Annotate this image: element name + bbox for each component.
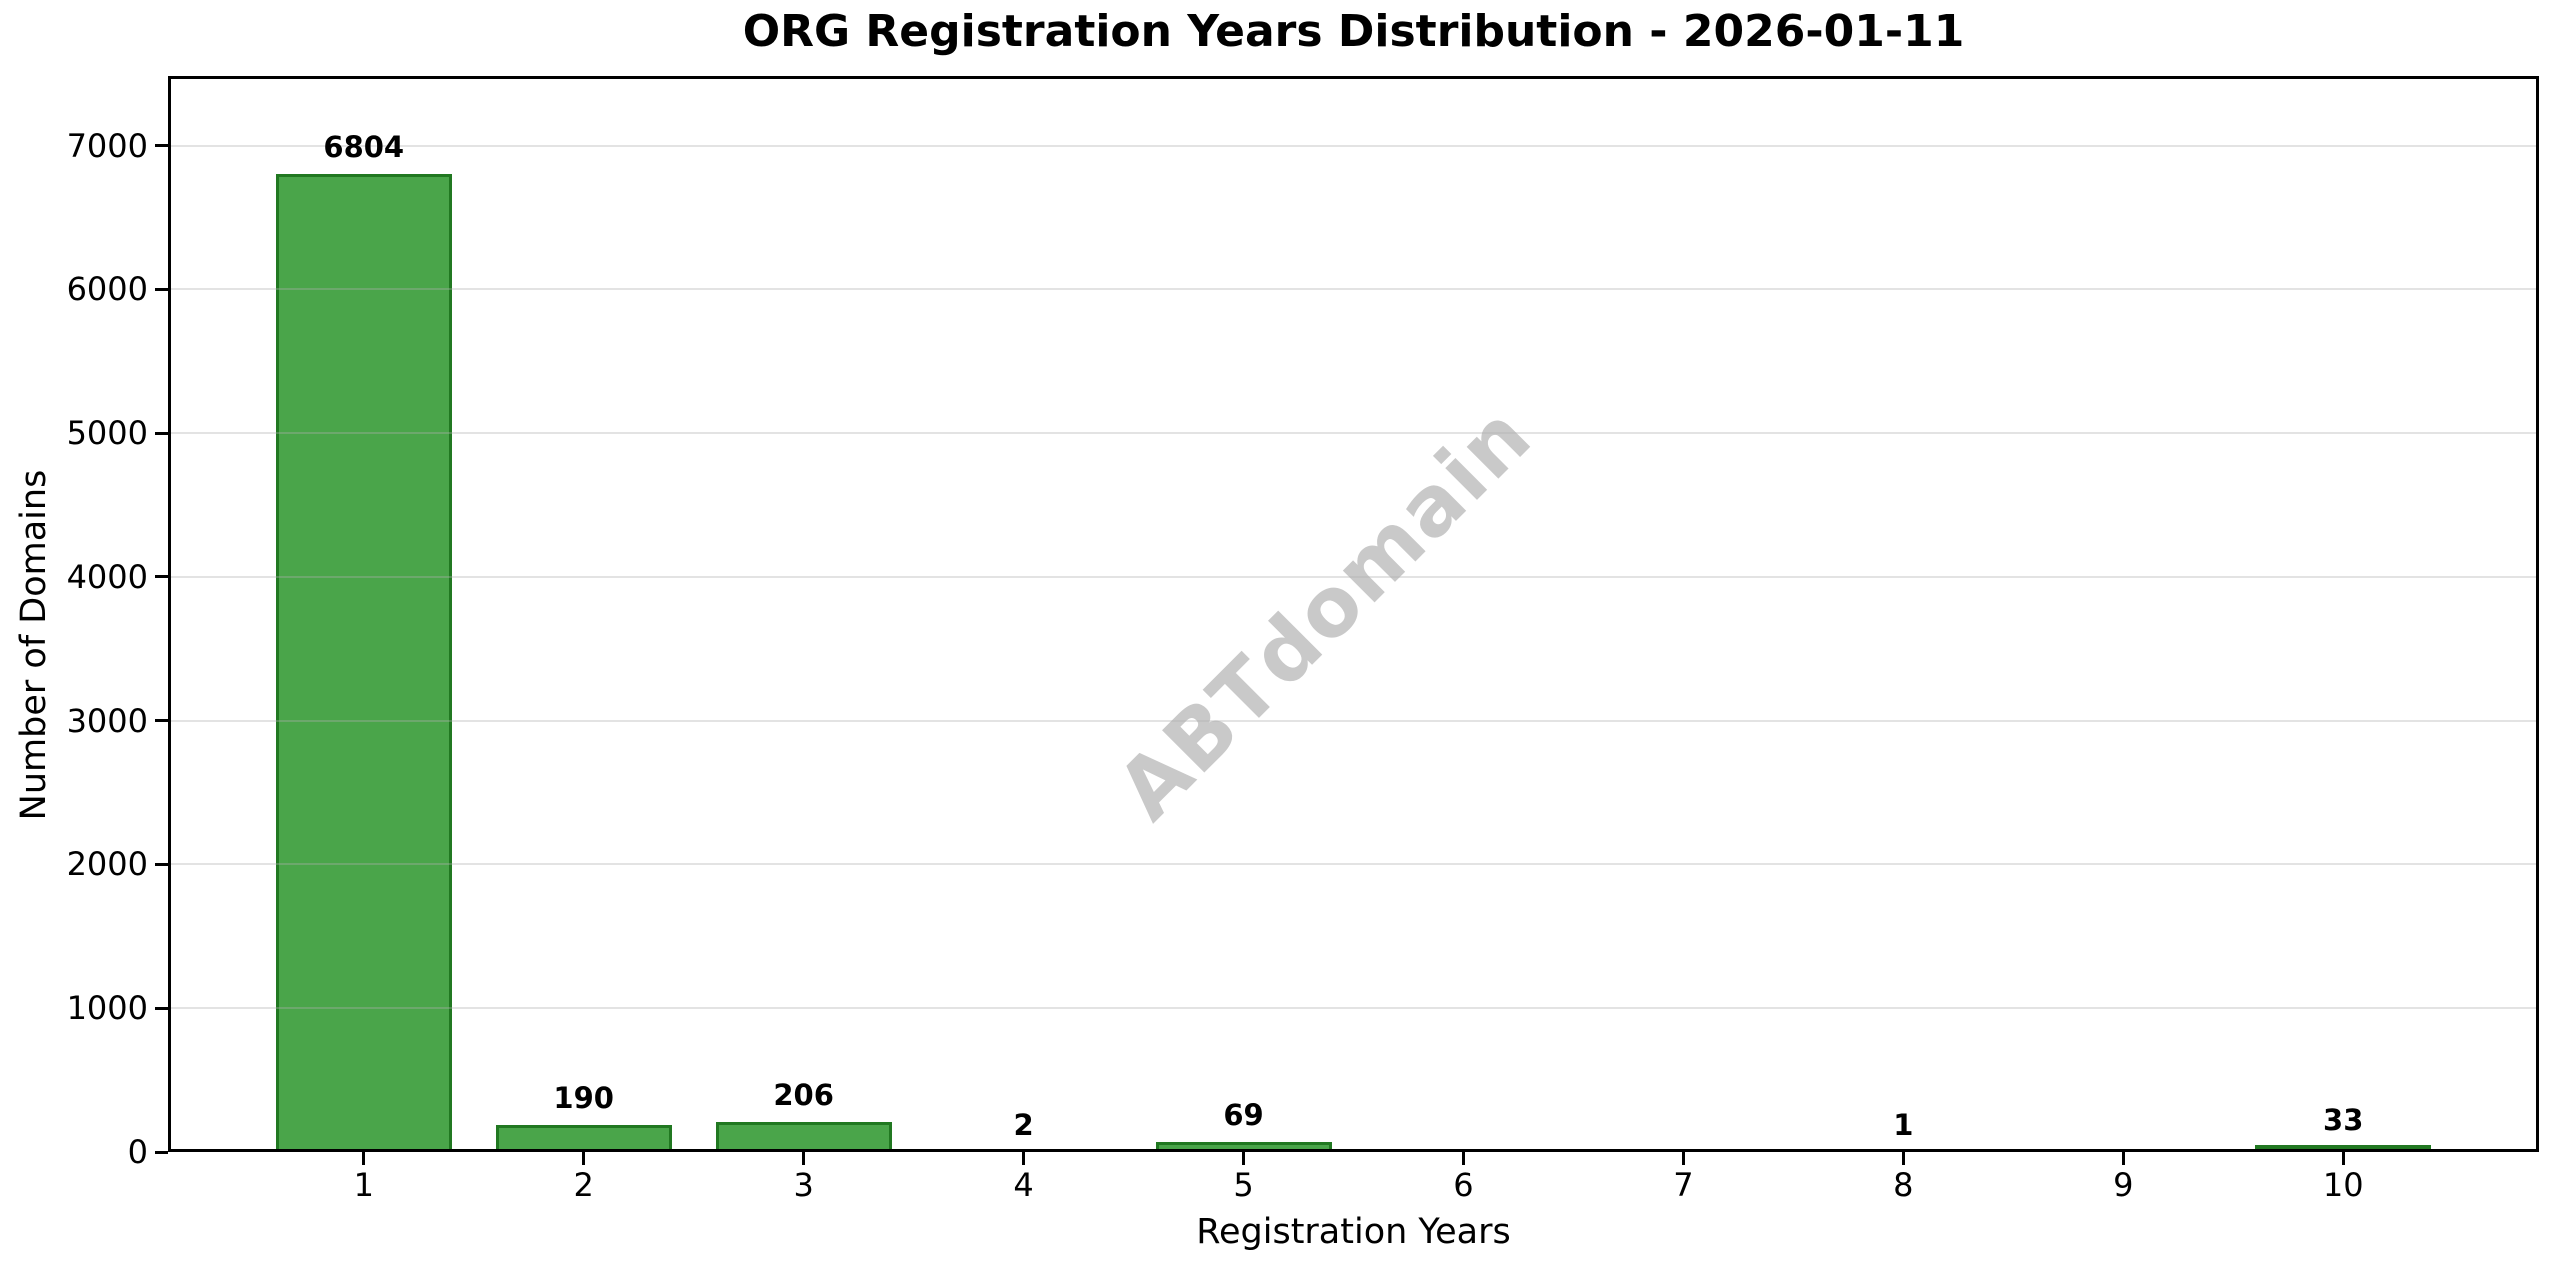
chart-title: ORG Registration Years Distribution - 20… [742, 6, 1965, 57]
gridline-y-6000 [168, 288, 2539, 291]
bar-value-label-4: 2 [1013, 1107, 1034, 1142]
y-tick-mark-6000 [155, 287, 168, 291]
x-axis-label: Registration Years [1196, 1212, 1511, 1252]
gridline-y-2000 [168, 863, 2539, 866]
y-tick-label-2000: 2000 [66, 845, 148, 884]
x-tick-label-5: 5 [1233, 1166, 1254, 1204]
y-axis-label: Number of Domains [14, 469, 54, 821]
x-tick-mark-3 [802, 1152, 806, 1165]
gridline-y-1000 [168, 1007, 2539, 1010]
bar-value-label-10: 33 [2323, 1103, 2364, 1138]
gridline-y-4000 [168, 575, 2539, 578]
y-tick-label-4000: 4000 [66, 557, 148, 596]
y-tick-label-3000: 3000 [66, 701, 148, 740]
x-tick-mark-9 [2121, 1152, 2125, 1165]
bar-year-1 [275, 174, 452, 1152]
bar-year-4 [935, 1150, 1112, 1152]
y-tick-mark-3000 [155, 719, 168, 723]
x-tick-label-10: 10 [2322, 1166, 2364, 1204]
x-tick-mark-6 [1461, 1152, 1465, 1165]
bar-value-label-5: 69 [1223, 1098, 1264, 1133]
x-tick-mark-10 [2341, 1152, 2345, 1165]
bar-year-3 [715, 1122, 892, 1152]
gridline-y-3000 [168, 719, 2539, 722]
gridline-y-7000 [168, 144, 2539, 147]
x-tick-mark-7 [1681, 1152, 1685, 1165]
y-tick-label-6000: 6000 [66, 270, 148, 309]
y-tick-mark-5000 [155, 431, 168, 435]
bar-year-8 [1815, 1150, 1992, 1152]
x-tick-label-9: 9 [2113, 1166, 2134, 1204]
x-tick-mark-8 [1901, 1152, 1905, 1165]
x-tick-mark-2 [582, 1152, 586, 1165]
y-tick-label-5000: 5000 [66, 414, 148, 453]
y-tick-label-0: 0 [127, 1133, 148, 1171]
bar-value-label-8: 1 [1893, 1107, 1914, 1142]
x-tick-label-1: 1 [353, 1166, 374, 1204]
x-tick-label-8: 8 [1893, 1166, 1914, 1204]
watermark-text: ABTdomain [1099, 387, 1551, 839]
y-tick-mark-4000 [155, 575, 168, 579]
gridline-y-5000 [168, 432, 2539, 435]
bar-year-10 [2255, 1145, 2432, 1152]
y-tick-mark-0 [155, 1150, 168, 1154]
bar-year-5 [1155, 1142, 1332, 1152]
x-tick-mark-1 [362, 1152, 366, 1165]
bar-value-label-3: 206 [773, 1078, 834, 1113]
x-tick-label-6: 6 [1453, 1166, 1474, 1204]
y-tick-mark-2000 [155, 862, 168, 866]
x-tick-label-4: 4 [1013, 1166, 1034, 1204]
bar-value-label-2: 190 [553, 1080, 614, 1115]
plot-area: ABTdomain 6804 190 206 2 69 1 33 [168, 76, 2539, 1152]
y-tick-mark-1000 [155, 1006, 168, 1010]
y-tick-mark-7000 [155, 144, 168, 148]
y-tick-label-1000: 1000 [66, 989, 148, 1028]
y-tick-label-7000: 7000 [66, 126, 148, 165]
bar-year-2 [495, 1125, 672, 1152]
x-tick-mark-5 [1242, 1152, 1246, 1165]
bar-value-label-1: 6804 [323, 129, 405, 164]
x-tick-label-7: 7 [1673, 1166, 1694, 1204]
x-tick-label-2: 2 [573, 1166, 594, 1204]
x-tick-mark-4 [1022, 1152, 1026, 1165]
x-tick-label-3: 3 [793, 1166, 814, 1204]
